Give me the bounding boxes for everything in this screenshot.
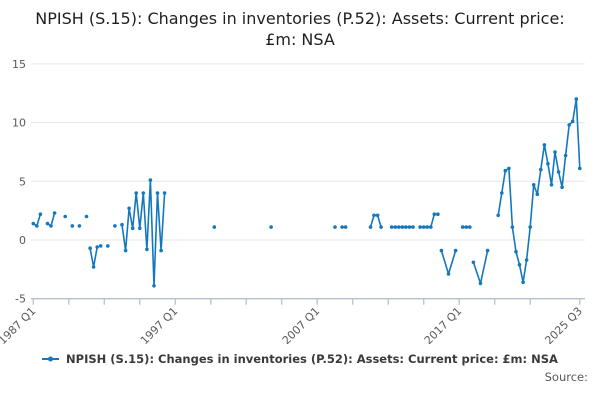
svg-text:1997 Q1: 1997 Q1 bbox=[138, 305, 181, 344]
svg-text:2007 Q1: 2007 Q1 bbox=[280, 305, 323, 344]
series-line-marker-icon bbox=[42, 356, 60, 362]
svg-text:-5: -5 bbox=[15, 293, 26, 306]
x-axis bbox=[31, 298, 585, 305]
svg-text:10: 10 bbox=[12, 117, 26, 130]
svg-text:2025 Q3: 2025 Q3 bbox=[542, 305, 585, 344]
svg-text:1987 Q1: 1987 Q1 bbox=[0, 305, 38, 344]
gridlines bbox=[31, 63, 585, 300]
svg-text:2017 Q1: 2017 Q1 bbox=[422, 305, 465, 344]
x-axis-labels: 1987 Q1 1997 Q1 2007 Q1 2017 Q1 2025 Q3 bbox=[0, 305, 585, 344]
svg-text:15: 15 bbox=[12, 58, 26, 71]
legend-label: NPISH (S.15): Changes in inventories (P.… bbox=[66, 352, 558, 366]
legend: NPISH (S.15): Changes in inventories (P.… bbox=[0, 350, 600, 368]
source-label: Source: bbox=[544, 370, 588, 384]
svg-text:5: 5 bbox=[19, 175, 26, 188]
y-axis-labels: 15 10 5 0 -5 bbox=[12, 58, 26, 306]
series-npish-inventories bbox=[31, 97, 582, 288]
svg-text:0: 0 bbox=[19, 234, 26, 247]
chart-title: NPISH (S.15): Changes in inventories (P.… bbox=[35, 9, 565, 50]
